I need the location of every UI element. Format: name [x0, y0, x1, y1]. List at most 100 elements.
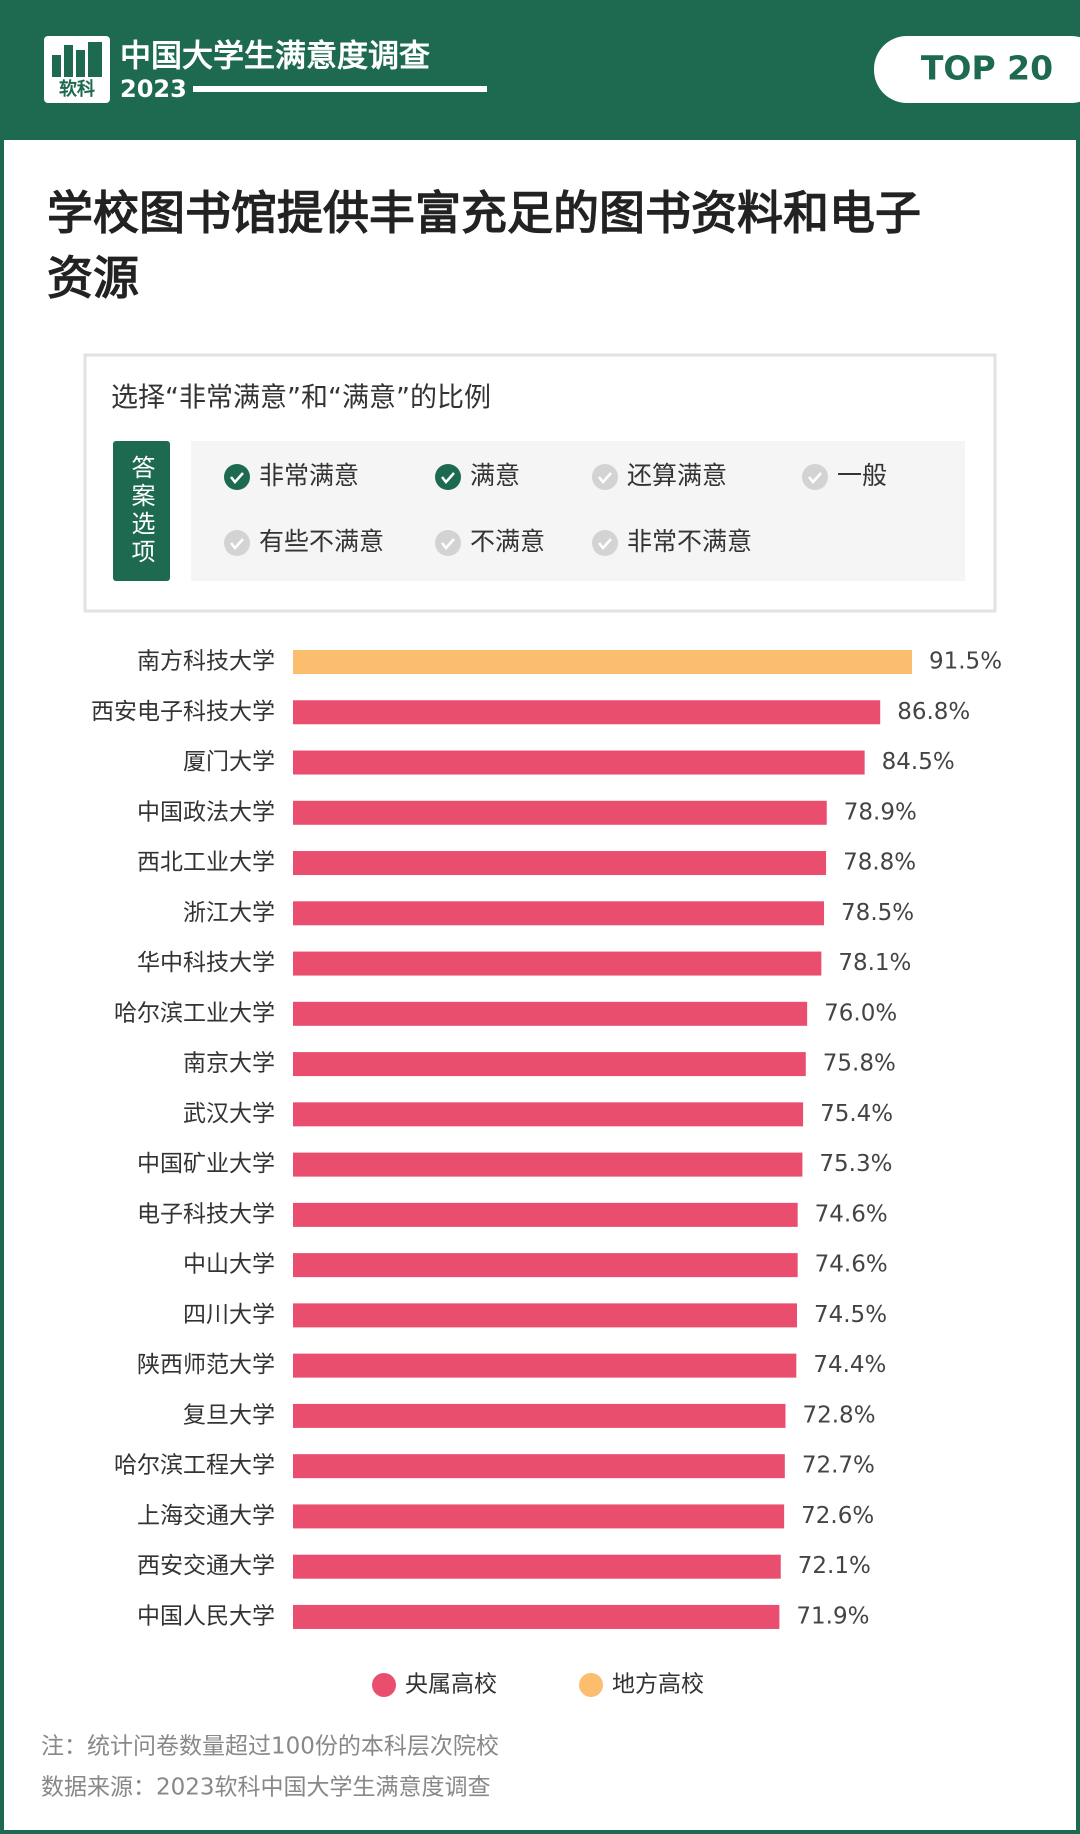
category-label: 哈尔滨工业大学	[114, 1000, 275, 1026]
badge-pill	[874, 36, 1080, 103]
option-label: 不满意	[470, 527, 545, 556]
category-label: 哈尔滨工程大学	[114, 1453, 275, 1479]
legend-label: 地方高校	[612, 1672, 704, 1698]
bar	[293, 1152, 803, 1177]
options-area	[191, 441, 965, 581]
bar	[293, 901, 825, 926]
category-label: 中国政法大学	[137, 799, 275, 825]
option-check	[808, 472, 822, 484]
option-icon	[435, 530, 461, 556]
question-title: 学校图书馆提供丰富充足的图书资料和电子资源	[47, 186, 921, 305]
value-label: 78.9%	[844, 799, 917, 825]
value-label: 75.4%	[820, 1101, 893, 1127]
bar	[293, 951, 822, 976]
bar	[293, 800, 827, 825]
value-label: 72.1%	[798, 1553, 871, 1579]
value-label: 74.5%	[814, 1302, 887, 1328]
legend-label: 央属高校	[405, 1672, 497, 1698]
note: 注：统计问卷数量超过100份的本科层次院校	[41, 1734, 499, 1760]
category-label: 西北工业大学	[137, 850, 275, 876]
value-label: 72.6%	[801, 1503, 874, 1529]
option-icon	[224, 464, 250, 490]
value-label: 75.8%	[823, 1051, 896, 1077]
year: 2023	[120, 75, 187, 103]
bar	[293, 1454, 785, 1479]
category-label: 中山大学	[183, 1252, 275, 1278]
category-label: 上海交通大学	[137, 1503, 275, 1529]
option-check	[598, 538, 612, 550]
category-label: 陕西师范大学	[137, 1352, 275, 1378]
value-label: 74.6%	[815, 1252, 888, 1278]
category-label: 西安交通大学	[137, 1553, 275, 1579]
value-label: 78.1%	[838, 950, 911, 976]
logo-text: 软科	[59, 78, 95, 100]
category-label: 中国人民大学	[137, 1603, 275, 1629]
bar	[293, 1001, 808, 1026]
category-label: 南京大学	[183, 1051, 275, 1077]
bar	[293, 1604, 780, 1629]
bar	[293, 650, 912, 674]
bar	[293, 1403, 786, 1428]
category-label: 浙江大学	[183, 900, 275, 926]
category-label: 西安电子科技大学	[91, 699, 275, 725]
value-label: 78.8%	[843, 850, 916, 876]
value-label: 74.4%	[813, 1352, 886, 1378]
option-label: 一般	[837, 461, 887, 490]
title: 学校图书馆提供丰富充足的图书资料和电子资源	[47, 186, 921, 305]
category-label: 武汉大学	[183, 1101, 275, 1127]
option-icon	[592, 530, 618, 556]
bar	[293, 851, 827, 876]
bar	[293, 1102, 804, 1127]
option-icon	[224, 530, 250, 556]
option-icon	[435, 464, 461, 490]
legend-swatch	[372, 1673, 396, 1697]
options-badge	[113, 441, 170, 581]
value-label: 72.8%	[802, 1402, 875, 1428]
value-label: 78.5%	[841, 900, 914, 926]
logo-bar	[52, 55, 61, 77]
badge: TOP 20	[921, 49, 1053, 88]
option-label: 非常满意	[259, 461, 359, 490]
bar	[293, 1202, 798, 1227]
option-label: 还算满意	[627, 461, 727, 490]
category-label: 复旦大学	[183, 1402, 275, 1428]
value-label: 76.0%	[824, 1000, 897, 1026]
category-label: 电子科技大学	[137, 1201, 275, 1227]
legend-swatch	[579, 1673, 603, 1697]
category-label: 厦门大学	[183, 749, 275, 775]
category-label: 中国矿业大学	[137, 1151, 275, 1177]
value-label: 91.5%	[929, 649, 1002, 675]
option-icon	[802, 464, 828, 490]
value-label: 74.6%	[815, 1201, 888, 1227]
option-icon	[592, 464, 618, 490]
category-label: 南方科技大学	[137, 649, 275, 675]
logo-bar	[88, 42, 102, 77]
bar	[293, 700, 881, 725]
logo-bar	[76, 50, 85, 77]
option-check	[230, 538, 244, 550]
value-label: 71.9%	[796, 1603, 869, 1629]
bar	[293, 1303, 797, 1328]
bar	[293, 750, 865, 775]
option-check	[598, 472, 612, 484]
bar	[293, 1052, 806, 1077]
source: 数据来源：2023软科中国大学生满意度调查	[41, 1775, 491, 1801]
value-label: 86.8%	[897, 699, 970, 725]
rule	[193, 86, 487, 92]
bar	[293, 1253, 798, 1278]
value-label: 75.3%	[819, 1151, 892, 1177]
option-check	[230, 472, 244, 484]
option-check	[441, 472, 455, 484]
option-check	[441, 538, 455, 550]
option-label: 非常不满意	[627, 527, 752, 556]
value-label: 72.7%	[802, 1453, 875, 1479]
option-label: 有些不满意	[259, 527, 384, 556]
options-label: 答案选项	[127, 455, 155, 567]
brand: 中国大学生满意度调查	[120, 39, 430, 75]
logo-bar	[64, 45, 73, 77]
category-label: 华中科技大学	[137, 950, 275, 976]
option-label: 满意	[470, 461, 520, 490]
prompt: 选择“非常满意”和“满意”的比例	[111, 383, 491, 414]
category-label: 四川大学	[183, 1302, 275, 1328]
